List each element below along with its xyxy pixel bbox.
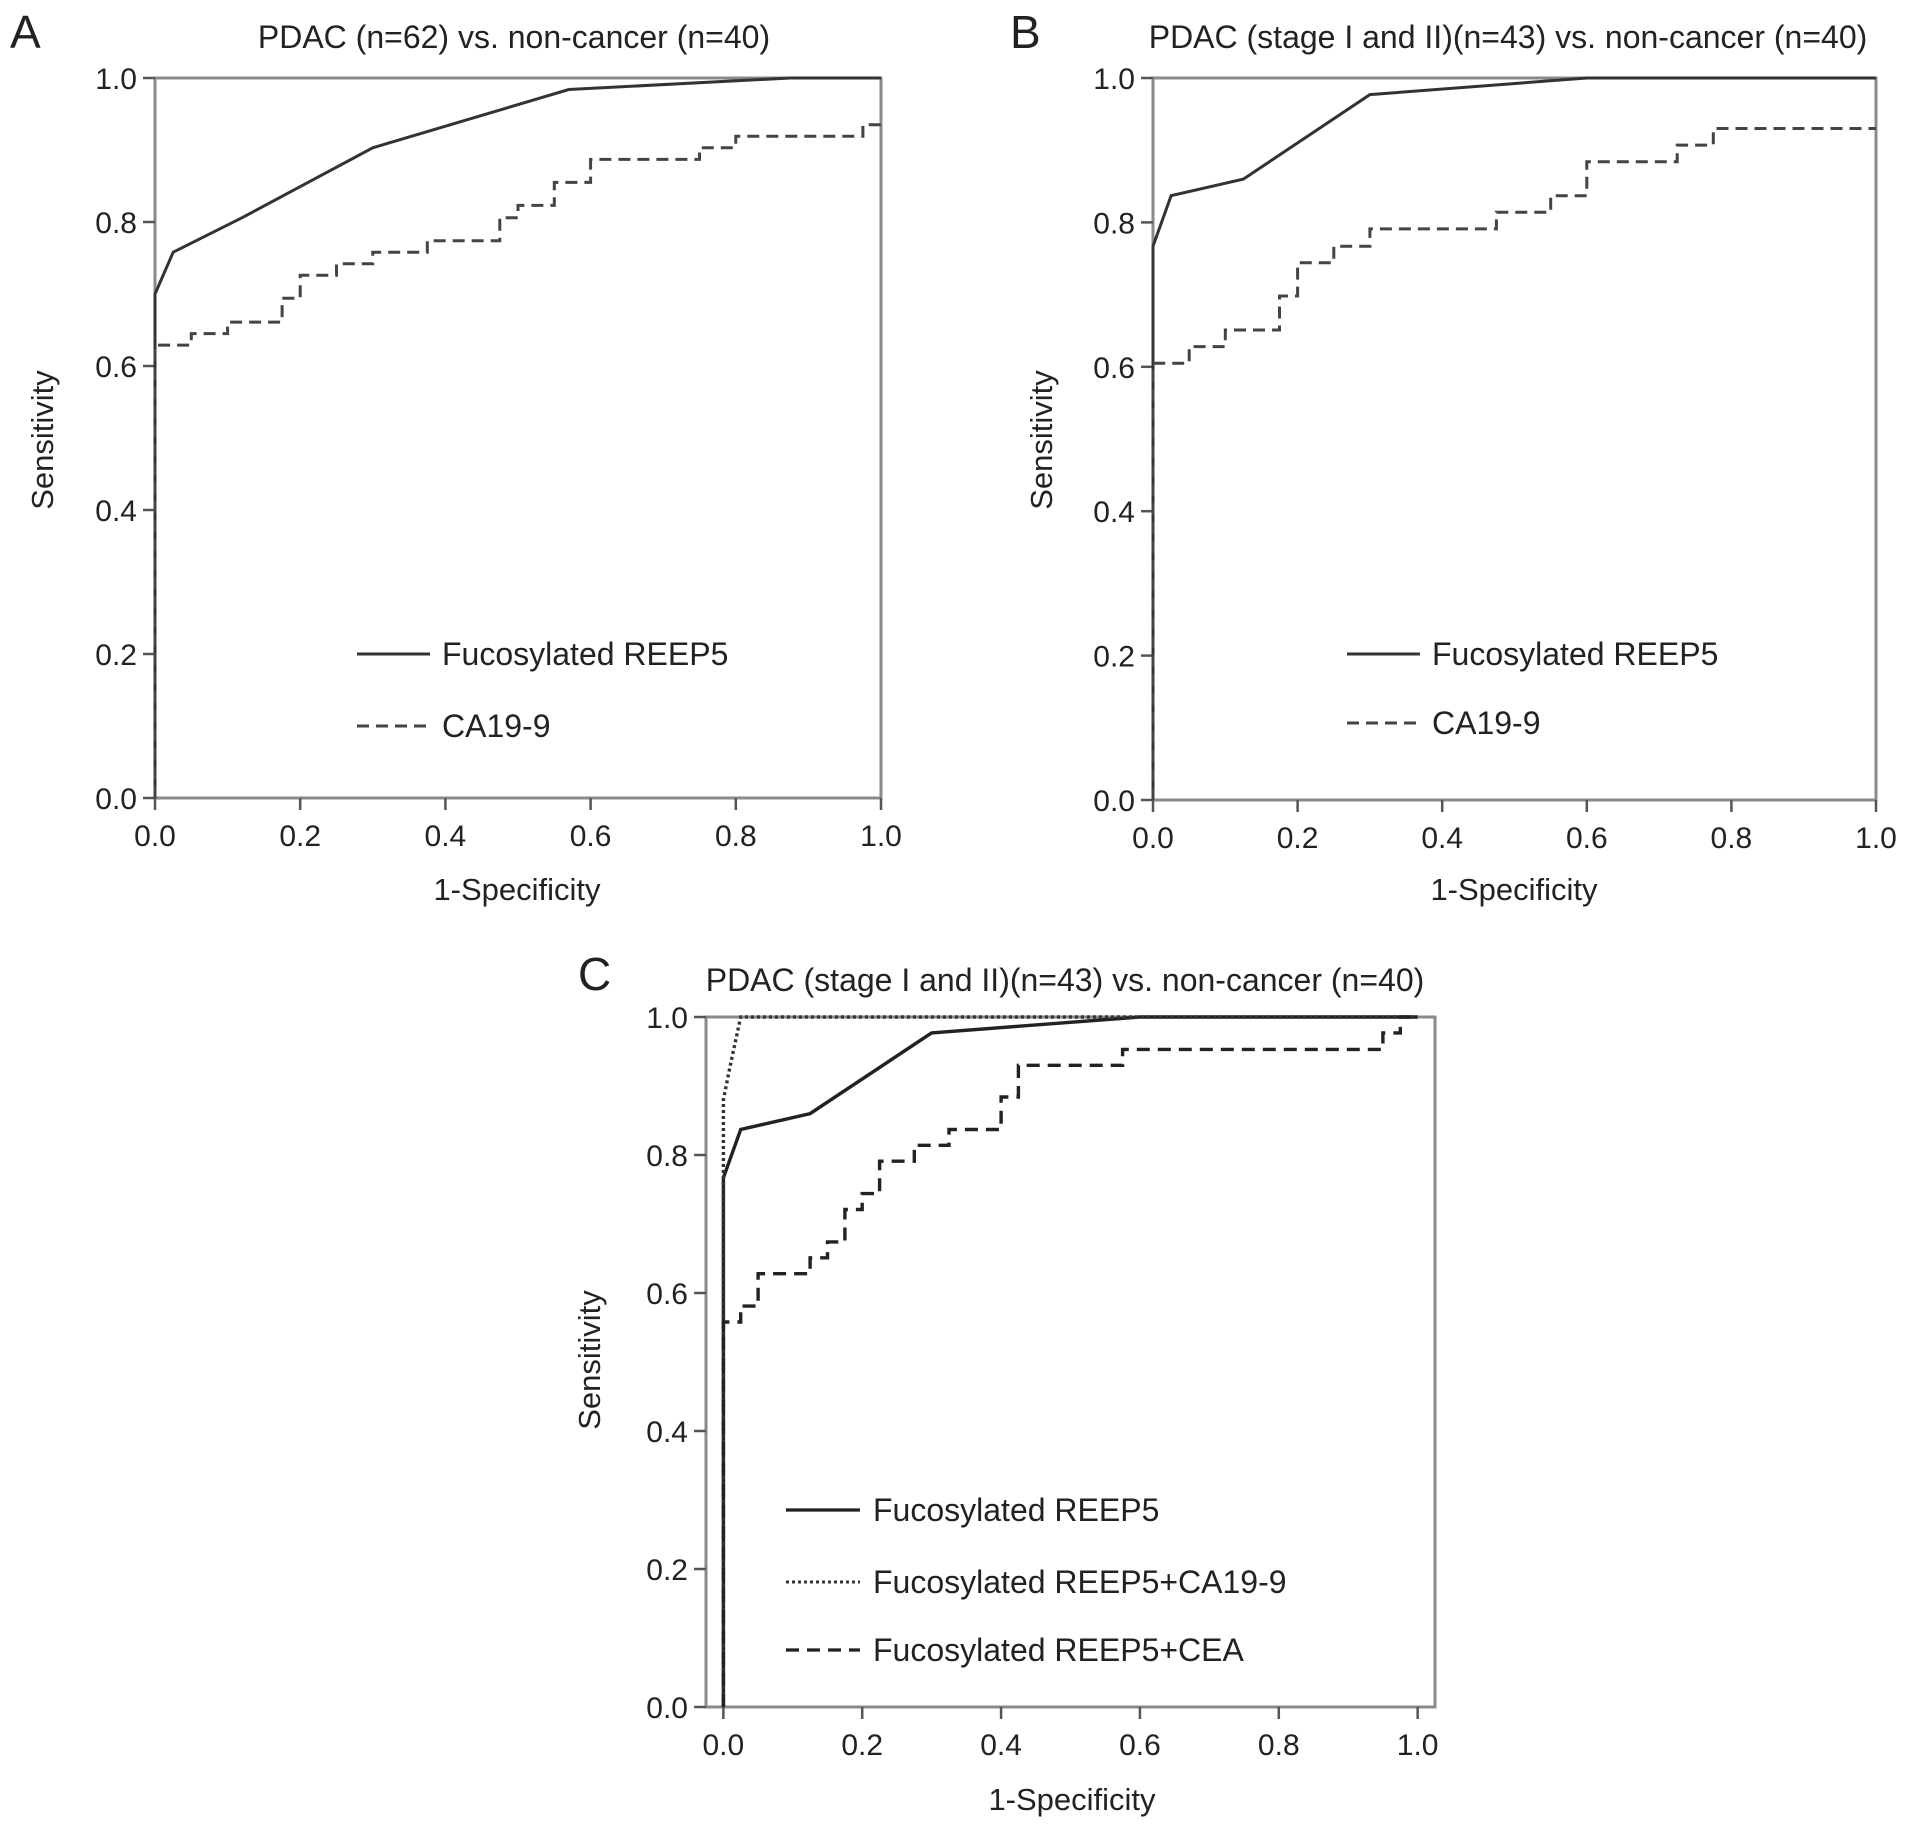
legend-label: CA19-9 <box>442 708 551 744</box>
panel-c-ylabel: Sensitivity <box>572 1290 607 1430</box>
plot-frame <box>704 1015 1437 1709</box>
x-tick-label: 0.8 <box>1711 822 1753 855</box>
y-tick-label: 1.0 <box>1093 63 1135 96</box>
x-tick-label: 0.2 <box>841 1729 883 1762</box>
x-tick-label: 0.0 <box>134 820 176 853</box>
panel-letter-c: C <box>578 948 611 1000</box>
series-line-ca19-9 <box>1151 127 1876 800</box>
x-tick-label: 1.0 <box>860 820 902 853</box>
panel-a-ylabel: Sensitivity <box>25 370 60 510</box>
legend-label: Fucosylated REEP5+CEA <box>873 1632 1245 1668</box>
y-tick-label: 0.8 <box>1093 207 1135 240</box>
series-line-fucosylated-reep5-cea <box>721 1015 1418 1707</box>
panel-a-legend: Fucosylated REEP5 CA19-9 <box>357 636 728 744</box>
legend-label: Fucosylated REEP5 <box>442 636 728 672</box>
y-tick-label: 0.0 <box>646 1692 688 1725</box>
x-tick-label: 0.2 <box>1277 822 1319 855</box>
legend-label: Fucosylated REEP5+CA19-9 <box>873 1564 1287 1600</box>
panel-b: B PDAC (stage I and II)(n=43) vs. non-ca… <box>1010 6 1897 907</box>
panel-c-plot: 0.0 0.2 0.4 0.6 0.8 1.0 0.0 0.2 0.4 0.6 0.8 1.0 <box>646 1002 1438 1762</box>
panel-a: A PDAC (n=62) vs. non-cancer (n=40) 0.00… <box>10 6 902 907</box>
y-tick-label: 0.8 <box>95 207 137 240</box>
legend-label: Fucosylated REEP5 <box>1432 636 1718 672</box>
y-tick-label: 0.2 <box>646 1554 688 1587</box>
panel-c-title: PDAC (stage I and II)(n=43) vs. non-canc… <box>706 962 1425 998</box>
legend-label: Fucosylated REEP5 <box>873 1492 1159 1528</box>
x-tick-label: 1.0 <box>1855 822 1897 855</box>
x-tick-label: 0.8 <box>1258 1729 1300 1762</box>
plot-frame <box>1151 76 1878 802</box>
y-tick-label: 0.0 <box>95 783 137 816</box>
y-tick-label: 0.6 <box>1093 352 1135 385</box>
y-tick-label: 0.4 <box>95 495 137 528</box>
x-tick-label: 0.2 <box>279 820 321 853</box>
y-tick-label: 1.0 <box>95 63 137 96</box>
plot-frame <box>153 76 883 800</box>
y-tick-label: 0.6 <box>646 1278 688 1311</box>
panel-b-ylabel: Sensitivity <box>1024 370 1059 510</box>
series-line-fucosylated-reep5 <box>721 1015 1418 1707</box>
x-tick-label: 0.6 <box>1566 822 1608 855</box>
panel-a-plot: 0.0 0.2 0.4 0.6 0.8 1.0 0.0 0.2 0.4 0.6 0.8 1.0 <box>95 63 902 853</box>
panel-c-legend: Fucosylated REEP5 Fucosylated REEP5+CA19… <box>786 1492 1287 1668</box>
y-tick-label: 0.4 <box>646 1416 688 1449</box>
panel-c-xlabel: 1-Specificity <box>988 1782 1156 1817</box>
series-line-ca19-9 <box>153 123 881 798</box>
panel-c: C PDAC (stage I and II)(n=43) vs. non-ca… <box>572 948 1439 1817</box>
panel-b-title: PDAC (stage I and II)(n=43) vs. non-canc… <box>1149 19 1868 55</box>
x-tick-label: 1.0 <box>1397 1729 1439 1762</box>
x-tick-label: 0.6 <box>570 820 612 853</box>
x-tick-label: 0.4 <box>1421 822 1463 855</box>
series-line-fucosylated-reep5-ca19-9 <box>721 1015 1418 1707</box>
panel-letter-b: B <box>1010 6 1041 58</box>
legend-label: CA19-9 <box>1432 705 1541 741</box>
y-tick-label: 0.8 <box>646 1140 688 1173</box>
panel-b-xlabel: 1-Specificity <box>1430 872 1598 907</box>
x-tick-label: 0.0 <box>702 1729 744 1762</box>
x-tick-label: 0.6 <box>1119 1729 1161 1762</box>
y-tick-label: 1.0 <box>646 1002 688 1035</box>
panel-a-title: PDAC (n=62) vs. non-cancer (n=40) <box>258 19 770 55</box>
x-tick-label: 0.4 <box>980 1729 1022 1762</box>
panel-b-legend: Fucosylated REEP5 CA19-9 <box>1347 636 1718 741</box>
panel-letter-a: A <box>10 6 41 58</box>
y-tick-label: 0.4 <box>1093 496 1135 529</box>
series-line-fucosylated-reep5 <box>153 76 881 798</box>
x-tick-label: 0.0 <box>1132 822 1174 855</box>
panel-b-plot: 0.0 0.2 0.4 0.6 0.8 1.0 0.0 0.2 0.4 0.6 0.8 1.0 <box>1093 63 1897 855</box>
x-tick-label: 0.4 <box>425 820 467 853</box>
y-tick-label: 0.2 <box>1093 641 1135 674</box>
series-line-fucosylated-reep5 <box>1151 76 1876 800</box>
y-tick-label: 0.6 <box>95 351 137 384</box>
y-tick-label: 0.0 <box>1093 785 1135 818</box>
x-tick-label: 0.8 <box>715 820 757 853</box>
y-tick-label: 0.2 <box>95 639 137 672</box>
panel-a-xlabel: 1-Specificity <box>433 872 601 907</box>
